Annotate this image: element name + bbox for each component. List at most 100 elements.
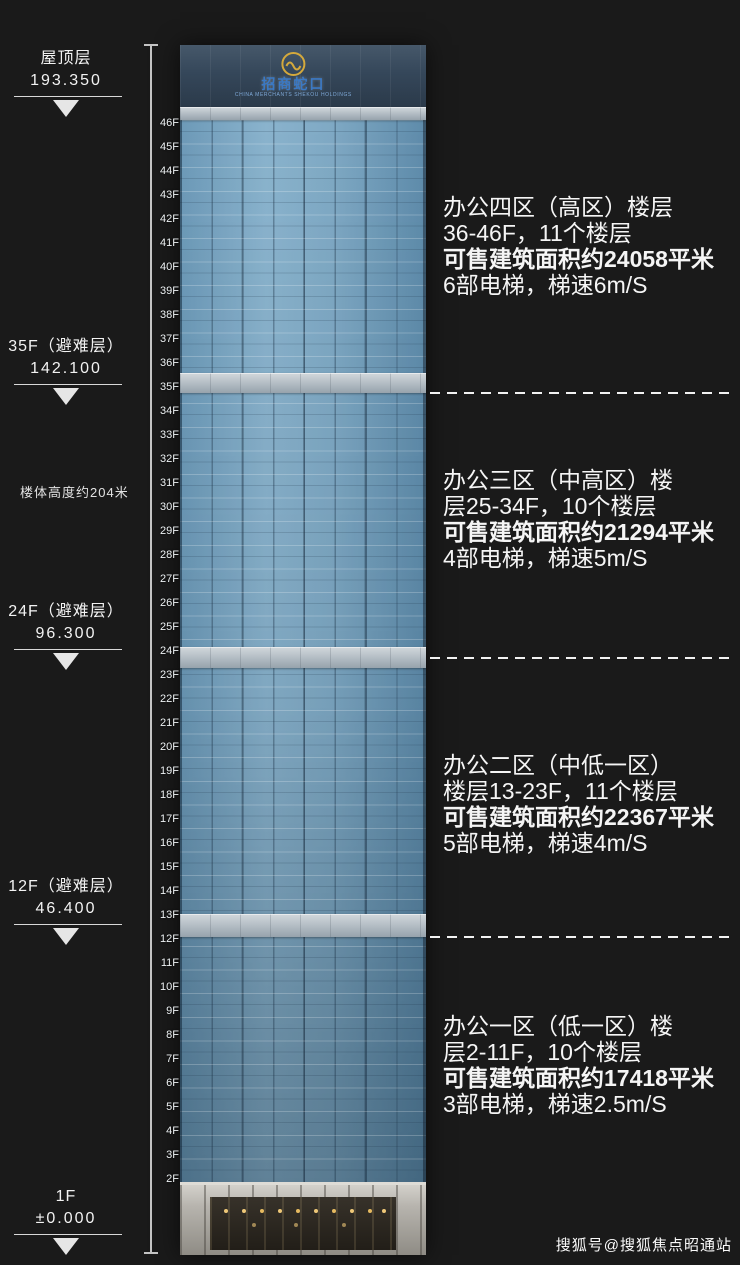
down-triangle-icon	[53, 928, 79, 945]
height-marker-24f: 24F（避难层） 96.300	[0, 601, 132, 670]
floor-label: 14F	[160, 885, 179, 897]
floor-label: 5F	[166, 1101, 179, 1113]
zone-title: 办公一区（低一区）楼	[443, 1013, 673, 1039]
zone-title: 办公二区（中低一区）	[443, 752, 673, 778]
marker-label: 24F（避难层）	[8, 603, 124, 620]
zone-annotation-mid-high: 办公三区（中高区）楼 层25-34F，10个楼层 可售建筑面积约21294平米 …	[443, 467, 737, 571]
logo-name: 招商蛇口	[261, 76, 326, 92]
floor-label: 41F	[160, 237, 179, 249]
marker-underline	[14, 1234, 122, 1235]
floor-label: 35F	[160, 381, 179, 393]
zone-area: 可售建筑面积约24058平米	[443, 246, 714, 272]
marker-underline	[14, 96, 122, 97]
zone-annotation-low: 办公一区（低一区）楼 层2-11F，10个楼层 可售建筑面积约17418平米 3…	[443, 1013, 737, 1117]
floor-label: 45F	[160, 141, 179, 153]
height-marker-12f: 12F（避难层） 46.400	[0, 876, 132, 945]
down-triangle-icon	[53, 100, 79, 117]
floor-label: 7F	[166, 1053, 179, 1065]
floor-label: 42F	[160, 213, 179, 225]
floor-label: 15F	[160, 861, 179, 873]
floor-label: 8F	[166, 1029, 179, 1041]
zone-title: 办公四区（高区）楼层	[443, 194, 673, 220]
marker-underline	[14, 924, 122, 925]
floor-label: 16F	[160, 837, 179, 849]
building-height-note: 楼体高度约204米	[20, 485, 129, 500]
floor-label: 43F	[160, 189, 179, 201]
floor-label: 26F	[160, 597, 179, 609]
floor-label: 44F	[160, 165, 179, 177]
zone-divider-24f	[430, 657, 736, 659]
zone-elevators: 6部电梯，梯速6m/S	[443, 272, 648, 298]
marker-value: 46.400	[35, 900, 97, 917]
floor-label: 38F	[160, 309, 179, 321]
zone-floors: 36-46F，11个楼层	[443, 220, 632, 246]
floor-label: 27F	[160, 573, 179, 585]
zone-floors: 楼层13-23F，11个楼层	[443, 778, 678, 804]
floor-label: 21F	[160, 717, 179, 729]
marker-label: 1F	[55, 1188, 77, 1205]
logo-subtext: CHINA MERCHANTS SHEKOU HOLDINGS	[234, 92, 352, 98]
floor-label: 2F	[166, 1173, 179, 1185]
floor-label: 6F	[166, 1077, 179, 1089]
floor-label: 40F	[160, 261, 179, 273]
floor-label: 20F	[160, 741, 179, 753]
podium-lobby	[180, 1182, 426, 1255]
zone-divider-12f	[430, 936, 736, 938]
marker-value: ±0.000	[35, 1210, 97, 1227]
floor-label: 3F	[166, 1149, 179, 1161]
zone-divider-35f	[430, 392, 736, 394]
zone-annotation-mid-low: 办公二区（中低一区） 楼层13-23F，11个楼层 可售建筑面积约22367平米…	[443, 752, 737, 856]
floor-label: 10F	[160, 981, 179, 993]
floor-label: 37F	[160, 333, 179, 345]
floor-label: 39F	[160, 285, 179, 297]
down-triangle-icon	[53, 653, 79, 670]
floor-labels: 46F 45F 44F 43F 42F 41F 40F 39F 38F 37F 36F 35F 34F 3…	[152, 117, 179, 1185]
floor-label: 19F	[160, 765, 179, 777]
marker-underline	[14, 384, 122, 385]
zone-floors: 层2-11F，10个楼层	[443, 1039, 642, 1065]
marker-label: 12F（避难层）	[8, 878, 124, 895]
lobby-glass	[210, 1197, 396, 1250]
down-triangle-icon	[53, 388, 79, 405]
floor-label: 30F	[160, 501, 179, 513]
floor-label: 36F	[160, 357, 179, 369]
floor-label: 25F	[160, 621, 179, 633]
height-marker-roof: 屋顶层 193.350	[0, 48, 132, 117]
floor-label: 33F	[160, 429, 179, 441]
zone-area: 可售建筑面积约22367平米	[443, 804, 714, 830]
floor-label: 34F	[160, 405, 179, 417]
dimension-line	[144, 44, 158, 1254]
floor-label: 31F	[160, 477, 179, 489]
floor-label: 46F	[160, 117, 179, 129]
floor-label: 9F	[166, 1005, 179, 1017]
floor-label: 17F	[160, 813, 179, 825]
zone-annotation-high: 办公四区（高区）楼层 36-46F，11个楼层 可售建筑面积约24058平米 6…	[443, 194, 737, 298]
floor-label: 22F	[160, 693, 179, 705]
floor-label: 32F	[160, 453, 179, 465]
zone-elevators: 5部电梯，梯速4m/S	[443, 830, 648, 856]
marker-value: 193.350	[30, 72, 102, 89]
mechanical-band	[180, 107, 426, 120]
floor-label: 29F	[160, 525, 179, 537]
marker-label: 屋顶层	[40, 50, 92, 67]
marker-label: 35F（避难层）	[8, 338, 124, 355]
floor-label: 24F	[160, 645, 179, 657]
logo-wave-icon	[281, 52, 306, 76]
china-merchants-shekou-logo: 招商蛇口 CHINA MERCHANTS SHEKOU HOLDINGS	[233, 51, 353, 99]
floor-label: 28F	[160, 549, 179, 561]
floor-label: 23F	[160, 669, 179, 681]
lobby-lights	[224, 1209, 228, 1213]
down-triangle-icon	[53, 1238, 79, 1255]
refuge-floor-band-12f	[180, 914, 426, 937]
zone-area: 可售建筑面积约17418平米	[443, 1065, 714, 1091]
zone-elevators: 3部电梯，梯速2.5m/S	[443, 1091, 667, 1117]
marker-underline	[14, 649, 122, 650]
marker-value: 142.100	[30, 360, 102, 377]
marker-value: 96.300	[35, 625, 97, 642]
floor-label: 12F	[160, 933, 179, 945]
building-elevation: 招商蛇口 CHINA MERCHANTS SHEKOU HOLDINGS	[180, 45, 426, 1255]
zone-area: 可售建筑面积约21294平米	[443, 519, 714, 545]
zone-elevators: 4部电梯，梯速5m/S	[443, 545, 648, 571]
floor-label: 4F	[166, 1125, 179, 1137]
